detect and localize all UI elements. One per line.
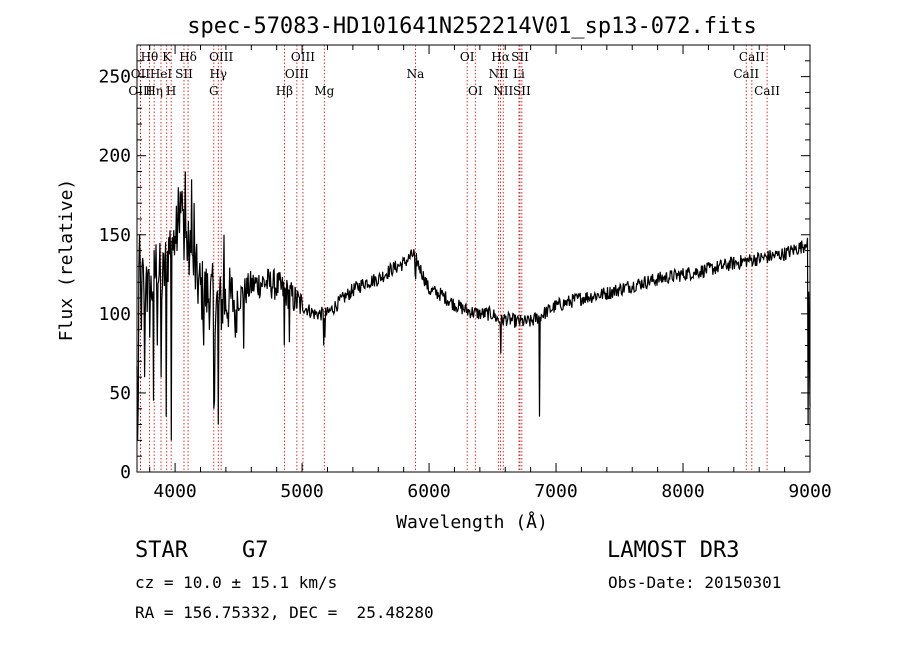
line-marker-label: CaII (733, 67, 759, 81)
line-marker-label: Hθ (141, 50, 159, 64)
line-marker-label: OIII (209, 50, 233, 64)
line-marker-label: SII (511, 50, 529, 64)
line-marker-label: CaII (739, 50, 765, 64)
plot-frame (136, 44, 811, 473)
x-tick-label: 4000 (153, 481, 196, 502)
subclass: G7 (242, 538, 269, 563)
x-axis: 4000 5000 6000 7000 8000 9000 (149, 45, 832, 502)
y-axis-label: Flux (relative) (56, 179, 77, 342)
x-tick-label: 7000 (534, 481, 577, 502)
redshift-info: cz = 10.0 ± 15.1 km/s (135, 573, 338, 592)
x-axis-label: Wavelength (Å) (396, 511, 548, 533)
observation-date: Obs-Date: 20150301 (608, 573, 782, 592)
y-tick-label: 200 (98, 146, 131, 167)
line-marker-label: SII (513, 84, 531, 98)
coordinates: RA = 156.75332, DEC = 25.48280 (135, 603, 434, 622)
object-class: STAR (135, 538, 188, 563)
y-axis: 0 50 100 150 200 250 (98, 60, 810, 483)
x-tick-label: 8000 (661, 481, 704, 502)
line-marker-label: OIII (128, 84, 152, 98)
line-marker-label: OI (468, 84, 483, 98)
line-marker-label: H (166, 84, 176, 98)
line-marker-label: Mg (314, 84, 334, 98)
line-marker-label: K (162, 50, 172, 64)
survey-name: LAMOST DR3 (607, 538, 740, 563)
y-tick-label: 150 (98, 225, 131, 246)
line-marker-label: HeI (150, 67, 173, 81)
line-marker-label: Na (407, 67, 425, 81)
line-marker-label: Hα (491, 50, 510, 64)
line-marker-label: SII (175, 67, 193, 81)
line-marker-label: Hδ (179, 50, 197, 64)
line-marker-label: NII (493, 84, 513, 98)
line-marker-label: Li (513, 67, 525, 81)
spectrum-line (136, 171, 811, 441)
line-marker-label: NII (489, 67, 509, 81)
y-tick-label: 250 (98, 67, 131, 88)
line-marker-label: CaII (754, 84, 780, 98)
line-marker-label: Hγ (209, 67, 227, 81)
line-marker-label: OI (460, 50, 475, 64)
emission-line-markers (140, 45, 768, 472)
x-tick-label: 9000 (788, 481, 831, 502)
line-marker-label: OII (131, 67, 151, 81)
line-marker-label: OIII (285, 67, 309, 81)
y-tick-label: 0 (120, 462, 131, 483)
line-marker-label: OIII (291, 50, 315, 64)
y-tick-label: 50 (109, 383, 131, 404)
x-tick-label: 6000 (407, 481, 450, 502)
x-tick-label: 5000 (280, 481, 323, 502)
chart-title: spec-57083-HD101641N252214V01_sp13-072.f… (187, 14, 757, 39)
line-marker-label: Hη (145, 84, 163, 98)
line-marker-label: G (209, 84, 219, 98)
y-tick-label: 100 (98, 304, 131, 325)
line-marker-label: Hβ (276, 84, 293, 98)
